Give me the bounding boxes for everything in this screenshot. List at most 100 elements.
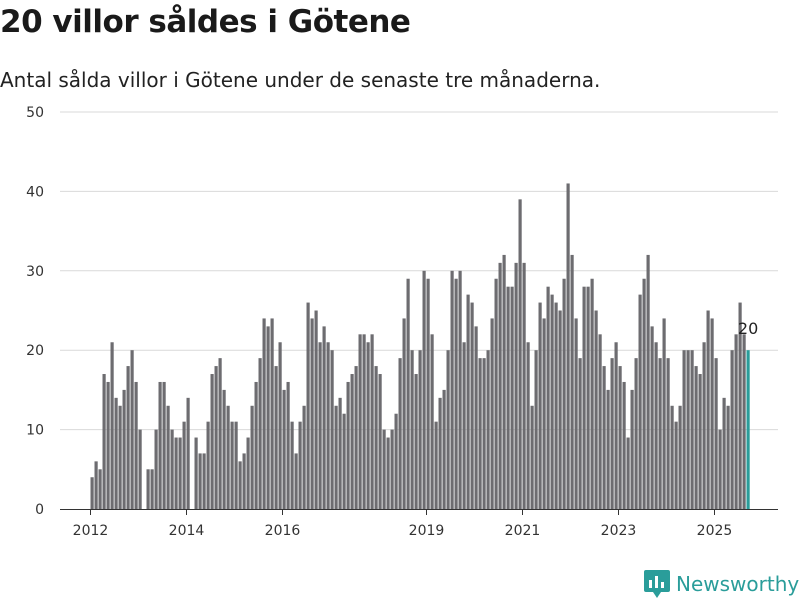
bar <box>706 310 710 509</box>
x-tick-label: 2012 <box>73 523 109 539</box>
bar <box>398 358 402 509</box>
bar <box>130 350 134 509</box>
bar <box>534 350 538 509</box>
bar <box>322 326 326 509</box>
bar <box>402 318 406 509</box>
bar <box>206 421 210 509</box>
bar <box>434 421 438 509</box>
last-value-label: 20 <box>738 319 758 338</box>
bar <box>326 342 330 509</box>
bar <box>154 429 158 509</box>
bar <box>354 366 358 509</box>
bar <box>686 350 690 509</box>
bar <box>274 366 278 509</box>
bar <box>726 405 730 509</box>
bar <box>302 405 306 509</box>
bar <box>314 310 318 509</box>
bar <box>414 374 418 509</box>
bar <box>118 405 122 509</box>
bar <box>510 286 514 509</box>
bar <box>370 334 374 509</box>
bar <box>602 366 606 509</box>
bar <box>722 397 726 509</box>
bar <box>94 461 98 509</box>
bar <box>674 421 678 509</box>
bar <box>286 381 290 509</box>
bar <box>238 461 242 509</box>
x-tick-label: 2023 <box>601 523 637 539</box>
bar <box>158 381 162 509</box>
bar <box>278 342 282 509</box>
bar <box>562 278 566 509</box>
bar <box>670 405 674 509</box>
bar <box>514 262 518 509</box>
bar <box>698 374 702 509</box>
bar <box>258 358 262 509</box>
bar <box>666 358 670 509</box>
bar <box>182 421 186 509</box>
bar <box>506 286 510 509</box>
y-tick-label: 0 <box>35 502 44 518</box>
brand-name: Newsworthy <box>676 572 800 596</box>
bar <box>610 358 614 509</box>
bar <box>374 366 378 509</box>
bar <box>330 350 334 509</box>
bar <box>250 405 254 509</box>
bar <box>738 302 742 509</box>
bar <box>230 421 234 509</box>
bar <box>202 453 206 509</box>
x-tick-label: 2025 <box>697 523 733 539</box>
bar <box>382 429 386 509</box>
bar <box>594 310 598 509</box>
bar <box>714 358 718 509</box>
x-tick-label: 2016 <box>265 523 301 539</box>
chart-title: 20 villor såldes i Götene <box>0 4 411 40</box>
bar <box>702 342 706 509</box>
bar <box>530 405 534 509</box>
x-tick-label: 2014 <box>169 523 205 539</box>
bar <box>334 405 338 509</box>
bar <box>218 358 222 509</box>
y-tick-label: 20 <box>26 343 44 359</box>
bar <box>366 342 370 509</box>
bar <box>282 389 286 509</box>
x-axis: 2012 2014 2016 2019 2021 2023 2025 <box>60 509 778 539</box>
bar <box>662 318 666 509</box>
bar <box>178 437 182 509</box>
bar <box>622 381 626 509</box>
bar <box>482 358 486 509</box>
bar <box>246 437 250 509</box>
bar <box>186 397 190 509</box>
bar <box>222 389 226 509</box>
bar <box>194 437 198 509</box>
bar <box>214 366 218 509</box>
bar <box>718 429 722 509</box>
y-tick-label: 50 <box>26 105 44 121</box>
bar <box>358 334 362 509</box>
bar <box>566 183 570 509</box>
bar <box>298 421 302 509</box>
bar <box>606 389 610 509</box>
bar <box>390 429 394 509</box>
bar <box>734 334 738 509</box>
bar <box>486 350 490 509</box>
bar <box>582 286 586 509</box>
bar <box>578 358 582 509</box>
bar <box>542 318 546 509</box>
bar <box>262 318 266 509</box>
bar <box>198 453 202 509</box>
bar <box>630 389 634 509</box>
bar <box>106 381 110 509</box>
bar <box>146 469 150 509</box>
bar <box>586 286 590 509</box>
bar <box>458 270 462 509</box>
bar <box>450 270 454 509</box>
bar <box>138 429 142 509</box>
bar <box>650 326 654 509</box>
bar <box>498 262 502 509</box>
bar <box>654 342 658 509</box>
bar <box>614 342 618 509</box>
chart-subtitle: Antal sålda villor i Götene under de sen… <box>0 68 601 92</box>
bar <box>634 358 638 509</box>
